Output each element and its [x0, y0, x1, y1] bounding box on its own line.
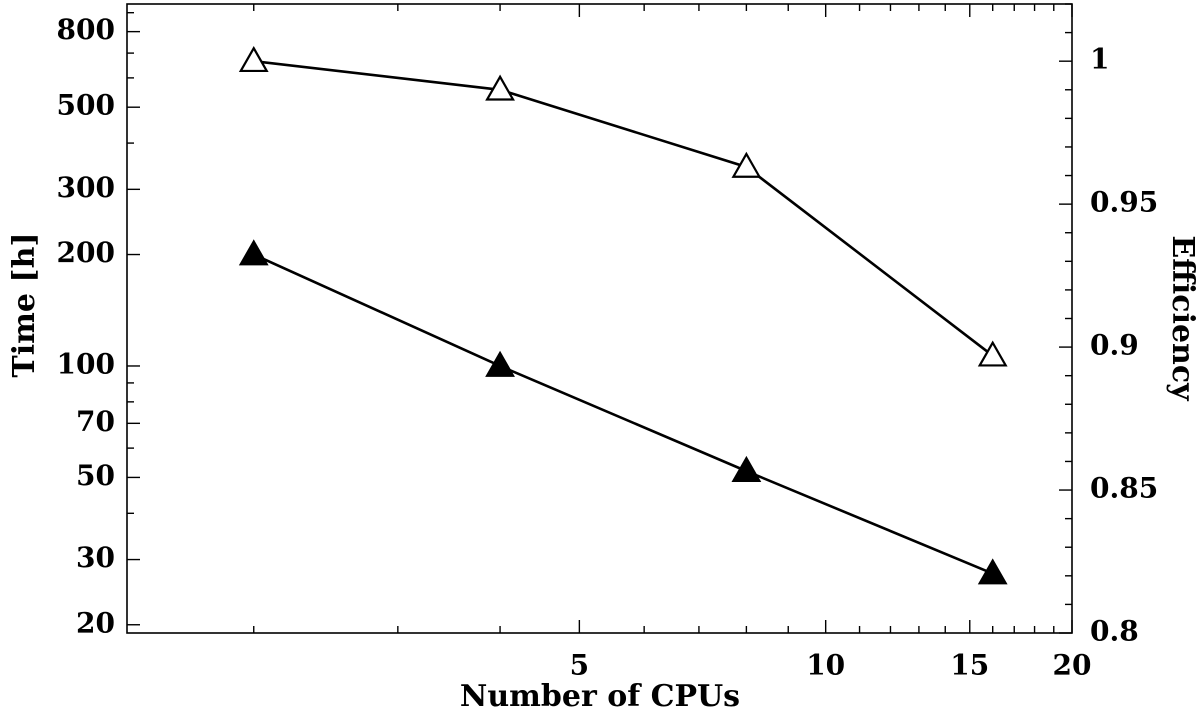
y-right-tick-label: 0.95	[1090, 186, 1158, 219]
filled-triangle-marker	[731, 455, 762, 482]
x-axis-title: Number of CPUs	[460, 679, 740, 711]
open-triangle-marker	[731, 151, 762, 178]
y-right-tick-label: 0.9	[1090, 329, 1139, 362]
filled-triangle-marker	[485, 350, 515, 377]
y-right-tick-label: 1	[1090, 43, 1109, 76]
y-left-tick-label: 500	[57, 89, 115, 122]
filled-triangle-marker	[977, 558, 1008, 585]
open-triangle-marker	[977, 340, 1008, 367]
plot-frame	[126, 3, 1073, 634]
ticks-layer: 5 10 15 20 20 30 50 70 100 200 300 500 800 0.8 0.85 0.9…	[57, 3, 1158, 682]
y-left-tick-label: 300	[57, 171, 115, 204]
y-left-tick-label: 30	[76, 541, 115, 574]
x-tick-label: 15	[950, 649, 989, 682]
x-tick-label: 20	[1053, 649, 1092, 682]
open-triangle-marker	[238, 45, 269, 73]
x-tick-label: 10	[806, 649, 845, 682]
series-line	[253, 253, 994, 575]
y-left-tick-label: 20	[76, 606, 115, 639]
y-left-axis-title: Time [h]	[7, 232, 42, 377]
y-right-tick-label: 0.8	[1090, 615, 1139, 648]
y-left-tick-label: 50	[76, 459, 115, 492]
y-left-tick-label: 200	[57, 236, 115, 269]
filled-triangle-marker	[238, 239, 269, 266]
series-layer	[238, 45, 1008, 585]
y-right-axis-title: Efficiency	[1165, 235, 1200, 402]
y-right-tick-label: 0.85	[1090, 472, 1158, 505]
x-tick-label: 5	[570, 649, 589, 682]
y-left-tick-label: 800	[57, 13, 115, 46]
open-triangle-marker	[485, 74, 515, 101]
series-line	[253, 59, 994, 357]
y-left-tick-label: 100	[57, 347, 115, 380]
y-left-tick-label: 70	[76, 405, 115, 438]
